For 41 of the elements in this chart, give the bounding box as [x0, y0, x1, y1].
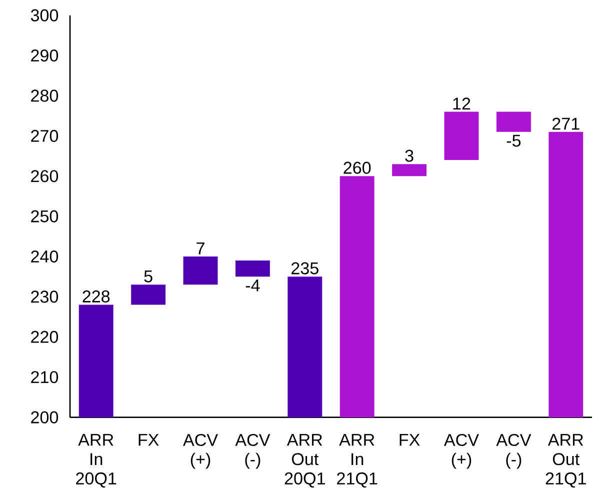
bar	[444, 112, 479, 160]
y-tick-label: 300	[30, 9, 58, 22]
bar	[288, 276, 322, 418]
x-tick-label: ARR Out 21Q1	[546, 434, 586, 488]
x-tick-label: FX	[138, 434, 159, 446]
data-label: 5	[144, 270, 152, 282]
data-label: 260	[344, 162, 371, 174]
x-tick-label: ACV (+)	[444, 434, 479, 469]
data-label: -4	[246, 280, 260, 292]
y-tick-label: 290	[31, 49, 58, 62]
y-tick-label: 240	[31, 250, 58, 263]
data-label: 235	[292, 262, 318, 274]
bar	[78, 304, 114, 418]
bar	[183, 256, 218, 285]
x-tick-label: ARR In 20Q1	[76, 434, 116, 488]
y-tick-label: 210	[31, 371, 58, 384]
x-tick-label: ACV (-)	[235, 434, 270, 469]
bar	[496, 112, 531, 132]
x-tick-label: ARR Out 20Q1	[284, 434, 325, 488]
data-label: 271	[552, 118, 580, 130]
y-tick-label: 250	[31, 210, 58, 222]
data-label: 12	[453, 98, 470, 110]
bar	[548, 132, 584, 418]
y-tick-label: 220	[31, 330, 58, 343]
data-label: -5	[506, 134, 521, 147]
bar	[131, 284, 166, 305]
data-label: 228	[82, 290, 110, 302]
y-tick-label: 200	[31, 411, 58, 424]
x-tick-label: ACV (-)	[496, 434, 532, 469]
y-tick-label: 270	[31, 130, 58, 142]
x-tick-label: FX	[400, 434, 420, 446]
bar	[340, 176, 374, 418]
data-label: 7	[196, 242, 204, 254]
x-tick-label: ARR In 21Q1	[337, 434, 378, 488]
bar	[392, 164, 427, 176]
x-tick-label: ACV (+)	[183, 434, 218, 469]
y-tick-label: 260	[31, 170, 58, 182]
y-tick-label: 280	[31, 90, 58, 102]
data-label: 3	[405, 150, 414, 162]
y-tick-label: 230	[31, 290, 58, 303]
bar	[235, 260, 270, 277]
